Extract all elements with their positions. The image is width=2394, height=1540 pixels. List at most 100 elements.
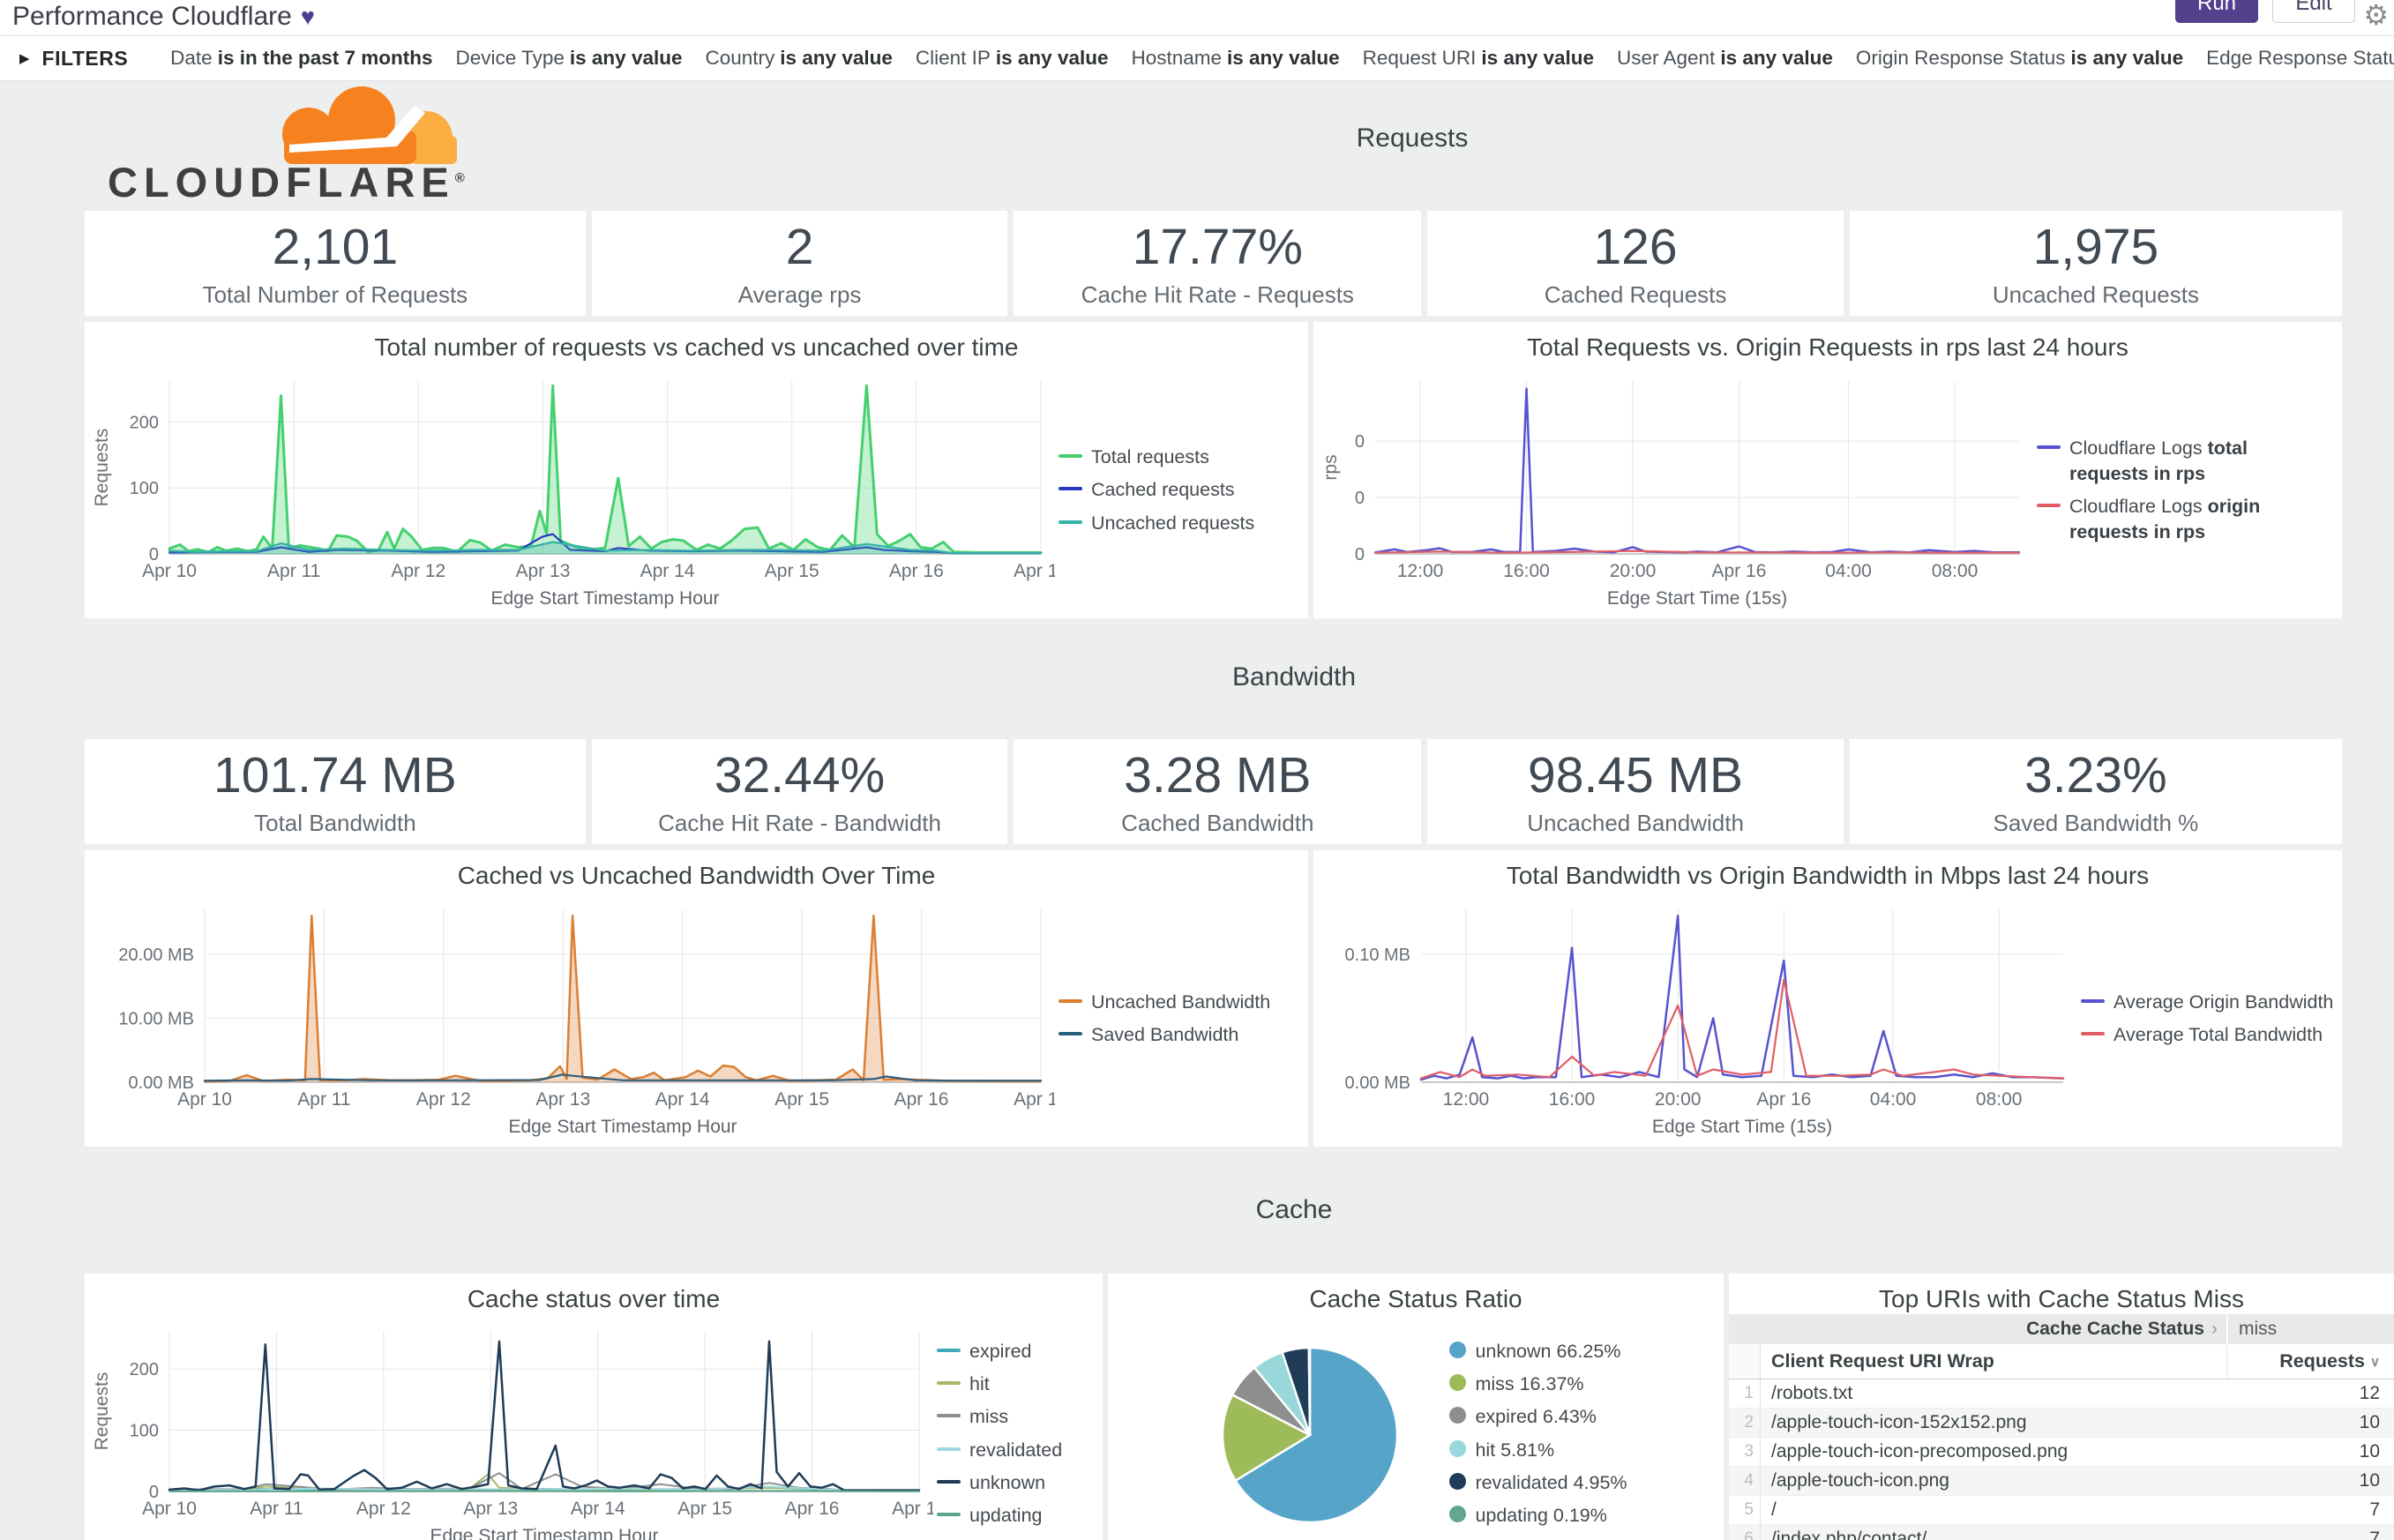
- stat-label: Cache Hit Rate - Bandwidth: [658, 810, 941, 837]
- cell-uri[interactable]: /: [1771, 1499, 1777, 1520]
- legend-item[interactable]: Cloudflare Logs total requests in rps: [2037, 436, 2300, 487]
- filter-name: Device Type: [455, 47, 565, 69]
- filter-item-request-uri[interactable]: Request URI is any value: [1363, 47, 1594, 70]
- legend-item[interactable]: miss: [937, 1404, 1062, 1430]
- legend-item[interactable]: updating 0.19%: [1449, 1503, 1627, 1529]
- bandwidth-24h-chart-canvas[interactable]: 12:00 16:00 20:00 Apr 16 04:00 08:00 0.00 MB 0.…: [1313, 899, 2077, 1139]
- cell-requests: 10: [2359, 1470, 2380, 1491]
- legend-item[interactable]: Uncached requests: [1059, 511, 1254, 536]
- filter-item-hostname[interactable]: Hostname is any value: [1131, 47, 1339, 70]
- section-title-cache: Cache: [1255, 1195, 1333, 1224]
- stat-label: Uncached Requests: [1992, 281, 2199, 309]
- rps-24h-chart-canvas[interactable]: 12:00 16:00 20:00 Apr 16 04:00 08:00 0 0 0 rps Edg…: [1313, 370, 2033, 610]
- table-header-row: Client Request URI Wrap Requests ∨: [1729, 1344, 2394, 1379]
- svg-text:100: 100: [130, 1421, 159, 1440]
- legend-item[interactable]: revalidated 4.95%: [1449, 1470, 1627, 1496]
- filter-item-device-type[interactable]: Device Type is any value: [456, 47, 683, 70]
- legend-item[interactable]: Cloudflare Logs origin requests in rps: [2037, 494, 2300, 545]
- stat-value: 2: [785, 218, 814, 275]
- legend-item[interactable]: unknown: [937, 1470, 1062, 1496]
- legend-swatch: [1059, 1032, 1082, 1035]
- panel-top-uris: Top URIs with Cache Status Miss Cache Ca…: [1729, 1274, 2394, 1540]
- legend-item[interactable]: Average Total Bandwidth: [2081, 1022, 2333, 1048]
- legend-item[interactable]: hit: [937, 1372, 1062, 1397]
- svg-text:Apr 12: Apr 12: [356, 1499, 411, 1519]
- legend-label: miss: [969, 1406, 1009, 1428]
- bandwidth-24h-legend: Average Origin Bandwidth Average Total Ba…: [2077, 990, 2333, 1048]
- cache-ratio-pie-canvas[interactable]: [1204, 1324, 1421, 1540]
- legend-item[interactable]: expired: [937, 1339, 1062, 1364]
- cache-row: Cache status over time Apr 10 Apr 11 Apr 1…: [85, 1274, 2394, 1540]
- column-header-requests[interactable]: Requests ∨: [2226, 1344, 2394, 1379]
- svg-text:0: 0: [149, 545, 159, 564]
- legend-item[interactable]: unknown 66.25%: [1449, 1339, 1627, 1364]
- svg-text:Edge Start Timestamp Hour: Edge Start Timestamp Hour: [490, 588, 719, 609]
- legend-item[interactable]: miss 16.37%: [1449, 1372, 1627, 1397]
- cell-uri[interactable]: /apple-touch-icon-precomposed.png: [1771, 1441, 2069, 1462]
- filter-value: is any value: [1227, 47, 1340, 69]
- chart-title-rps-24h: Total Requests vs. Origin Requests in rp…: [1527, 333, 2128, 361]
- cell-uri[interactable]: /apple-touch-icon-152x152.png: [1771, 1412, 2027, 1432]
- stat-tile-requests: 17.77% Cache Hit Rate - Requests: [1014, 211, 1422, 316]
- stat-value: 101.74 MB: [213, 746, 457, 804]
- legend-item[interactable]: revalidated: [937, 1438, 1062, 1463]
- legend-dot: [1449, 1505, 1467, 1522]
- svg-text:Requests: Requests: [92, 1372, 112, 1450]
- svg-text:Apr 17: Apr 17: [1014, 561, 1055, 581]
- stat-tile-requests: 2 Average rps: [591, 211, 1008, 316]
- stat-tile-bandwidth: 3.23% Saved Bandwidth %: [1849, 739, 2342, 844]
- svg-text:Edge Start Time (15s): Edge Start Time (15s): [1607, 588, 1787, 609]
- svg-text:Apr 16: Apr 16: [785, 1499, 840, 1519]
- legend-item[interactable]: hit 5.81%: [1449, 1438, 1627, 1463]
- legend-label: miss 16.37%: [1475, 1373, 1584, 1395]
- stat-value: 3.28 MB: [1124, 746, 1312, 804]
- legend-item[interactable]: expired 6.43%: [1449, 1404, 1627, 1430]
- row-number: 2: [1729, 1409, 1761, 1437]
- filter-item-date[interactable]: Date is in the past 7 months: [170, 47, 432, 70]
- section-title-requests: Requests: [1356, 123, 1469, 153]
- pivot-header[interactable]: Cache Cache Status ›: [1729, 1319, 2226, 1340]
- legend-label: Cloudflare Logs total requests in rps: [2069, 437, 2248, 484]
- filter-item-origin-response-status[interactable]: Origin Response Status is any value: [1856, 47, 2183, 70]
- row-number: 4: [1729, 1467, 1761, 1495]
- cell-requests: 10: [2359, 1412, 2380, 1432]
- cell-uri[interactable]: /apple-touch-icon.png: [1771, 1470, 1949, 1491]
- cell-uri[interactable]: /robots.txt: [1771, 1383, 1853, 1403]
- table-row: 5 / 7: [1729, 1496, 2394, 1525]
- stat-tile-bandwidth: 98.45 MB Uncached Bandwidth: [1427, 739, 1844, 844]
- cloudflare-wordmark: CLOUDFLARE®: [108, 158, 465, 206]
- svg-text:16:00: 16:00: [1503, 561, 1550, 581]
- stat-tile-bandwidth: 3.28 MB Cached Bandwidth: [1014, 739, 1422, 844]
- legend-item[interactable]: Average Origin Bandwidth: [2081, 990, 2333, 1015]
- edit-button[interactable]: Edit: [2272, 0, 2355, 23]
- filter-item-client-ip[interactable]: Client IP is any value: [916, 47, 1109, 70]
- svg-text:Apr 11: Apr 11: [250, 1499, 303, 1519]
- svg-text:0: 0: [1355, 545, 1365, 564]
- legend-item[interactable]: Cached requests: [1059, 477, 1254, 503]
- filter-value: is in the past 7 months: [217, 47, 433, 69]
- cell-uri[interactable]: /index.php/contact/: [1771, 1529, 1927, 1540]
- filters-toggle[interactable]: ▶ FILTERS: [19, 47, 128, 71]
- filter-item-country[interactable]: Country is any value: [705, 47, 892, 70]
- legend-item[interactable]: Saved Bandwidth: [1059, 1022, 1270, 1048]
- bandwidth-over-time-chart-canvas[interactable]: Apr 10 Apr 11 Apr 12 Apr 13 Apr 14 Apr 15 Apr …: [85, 899, 1055, 1139]
- stat-value: 3.23%: [2024, 746, 2167, 804]
- cache-status-chart-canvas[interactable]: Apr 10 Apr 11 Apr 12 Apr 13 Apr 14 Apr 15 Apr …: [85, 1320, 933, 1540]
- table-row: 4/apple-touch-icon.png 10: [1729, 1467, 2394, 1496]
- filter-name: Date: [170, 47, 213, 69]
- legend-item[interactable]: Total requests: [1059, 445, 1254, 470]
- requests-over-time-chart-canvas[interactable]: Apr 10 Apr 11 Apr 12 Apr 13 Apr 14 Apr 15 Apr …: [85, 370, 1055, 610]
- column-header-uri[interactable]: Client Request URI Wrap: [1771, 1350, 1994, 1372]
- legend-swatch: [937, 1349, 961, 1353]
- requests-chart-row: Total number of requests vs cached vs un…: [85, 322, 2342, 618]
- cloudflare-logo: CLOUDFLARE®: [108, 85, 465, 206]
- filter-item-user-agent[interactable]: User Agent is any value: [1617, 47, 1833, 70]
- legend-swatch: [1059, 487, 1082, 491]
- svg-text:Apr 15: Apr 15: [765, 561, 819, 581]
- legend-item[interactable]: updating: [937, 1503, 1062, 1529]
- legend-label: Saved Bandwidth: [1091, 1024, 1239, 1045]
- legend-item[interactable]: Uncached Bandwidth: [1059, 990, 1270, 1015]
- settings-gear-icon[interactable]: ⚙: [2363, 0, 2389, 31]
- run-button[interactable]: Run: [2175, 0, 2258, 23]
